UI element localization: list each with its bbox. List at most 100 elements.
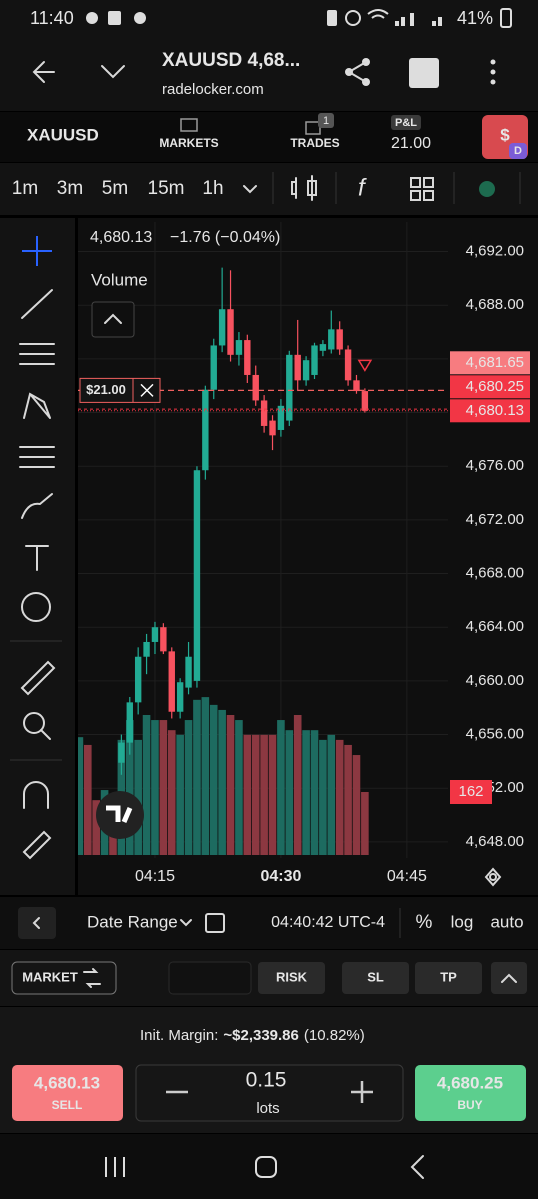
sell-label: SELL [52, 1098, 83, 1112]
collapse-toolbar[interactable] [18, 907, 56, 939]
volume-bar [176, 734, 184, 855]
order-option[interactable] [258, 962, 325, 994]
pnl-value: 21.00 [391, 135, 431, 152]
market-status [479, 181, 495, 197]
translate-button[interactable] [409, 58, 439, 88]
settings-button[interactable] [484, 867, 502, 887]
position-tag[interactable] [79, 377, 161, 403]
crosshair-tool[interactable] [22, 236, 52, 266]
candle-body [361, 391, 369, 411]
timeframe[interactable]: 5m [102, 178, 128, 199]
volume-bar [344, 744, 352, 855]
brush-tool[interactable] [21, 493, 53, 519]
price-tag [450, 351, 530, 375]
sell-price: 4,680.13 [34, 1073, 100, 1092]
order-input[interactable] [168, 961, 252, 995]
candle-body [336, 329, 343, 350]
date-range[interactable]: Date Range [87, 912, 178, 931]
signal-icon [395, 13, 414, 26]
markets-tab[interactable]: MARKETS [159, 136, 218, 150]
measure-tool[interactable] [20, 660, 56, 696]
volume-tag-label: 162 [458, 783, 483, 800]
trades-icon [305, 121, 321, 135]
signal-icon [432, 17, 442, 26]
timeframe[interactable]: 1m [12, 178, 38, 199]
volume-bar [361, 792, 369, 855]
zoom-tool[interactable] [23, 712, 45, 734]
volume-bar [193, 699, 201, 855]
volume-bar [268, 734, 277, 855]
volume-bar [302, 730, 310, 855]
lots-input[interactable] [135, 1064, 404, 1122]
timeframe[interactable]: 15m [148, 178, 185, 199]
candle-body [160, 627, 167, 652]
symbol[interactable]: XAUUSD [27, 125, 99, 144]
buy-price: 4,680.25 [437, 1073, 503, 1092]
margin-percent: (10.82%) [304, 1027, 365, 1044]
legend-collapse[interactable] [91, 301, 135, 338]
volume-bar [277, 720, 285, 855]
sell-button[interactable] [12, 1065, 123, 1121]
volume-bar [319, 739, 327, 855]
magnet-tool[interactable] [23, 781, 49, 809]
recents-button[interactable] [105, 1157, 125, 1177]
order-option[interactable] [342, 962, 409, 994]
candle-body [344, 349, 352, 381]
y-tick-label: 4,664.00 [466, 618, 524, 635]
pattern-tool[interactable] [23, 392, 51, 419]
timeframe-more[interactable] [243, 185, 257, 194]
home-button[interactable] [255, 1156, 277, 1178]
volume-bar [327, 734, 336, 855]
emoji-tool[interactable] [21, 592, 51, 622]
candle-body [311, 345, 318, 375]
back-button[interactable] [32, 61, 55, 83]
volume-bar [235, 720, 243, 855]
candle-body [168, 651, 175, 712]
layouts-button[interactable] [410, 177, 434, 201]
buy-button[interactable] [415, 1065, 526, 1121]
volume-bar [352, 755, 361, 855]
candle-body [269, 420, 276, 436]
system-back-button[interactable] [410, 1155, 424, 1179]
candle-body [151, 627, 159, 642]
text-tool[interactable] [25, 545, 49, 571]
percent-toggle[interactable]: % [416, 912, 433, 933]
lock-tool[interactable] [22, 830, 52, 860]
trendline-tool[interactable] [21, 289, 53, 319]
menu-button[interactable] [490, 59, 496, 85]
increase-lots[interactable] [351, 1081, 373, 1103]
y-tick-label: 4,660.00 [466, 672, 524, 689]
candle-body [126, 702, 133, 743]
trade-marker [357, 359, 373, 372]
share-button[interactable] [345, 58, 370, 86]
timeframe[interactable]: 3m [57, 178, 83, 199]
position-close[interactable] [140, 383, 154, 397]
status-icon [134, 12, 146, 24]
candle-body [143, 641, 150, 657]
order-type-switch [83, 968, 101, 988]
margin-label: Init. Margin: [140, 1027, 218, 1044]
timeframe[interactable]: 1h [202, 178, 223, 199]
log-toggle[interactable]: log [451, 912, 474, 931]
fib-tool[interactable] [19, 343, 55, 365]
nav-bg [0, 112, 538, 162]
account-icon: $ [500, 125, 510, 144]
price-tag-label: 4,680.13 [466, 402, 524, 419]
order-option-label: TP [440, 969, 457, 984]
chart-type-button[interactable] [291, 175, 317, 201]
lots-value: 0.15 [246, 1069, 287, 1092]
indicators-button[interactable]: f [358, 174, 367, 201]
expand-button[interactable] [491, 962, 527, 994]
volume-bar [243, 734, 252, 855]
volume-bar [293, 715, 302, 855]
volume-bar [92, 800, 100, 855]
candle-body [353, 380, 360, 392]
auto-toggle[interactable]: auto [490, 912, 523, 931]
volume-tag [450, 780, 492, 804]
trades-tab[interactable]: TRADES [290, 136, 339, 150]
collapse-button[interactable] [101, 65, 125, 79]
calendar-button[interactable] [205, 913, 225, 933]
prediction-tool[interactable] [19, 446, 55, 468]
order-option[interactable] [415, 962, 482, 994]
candle-body [286, 354, 293, 421]
